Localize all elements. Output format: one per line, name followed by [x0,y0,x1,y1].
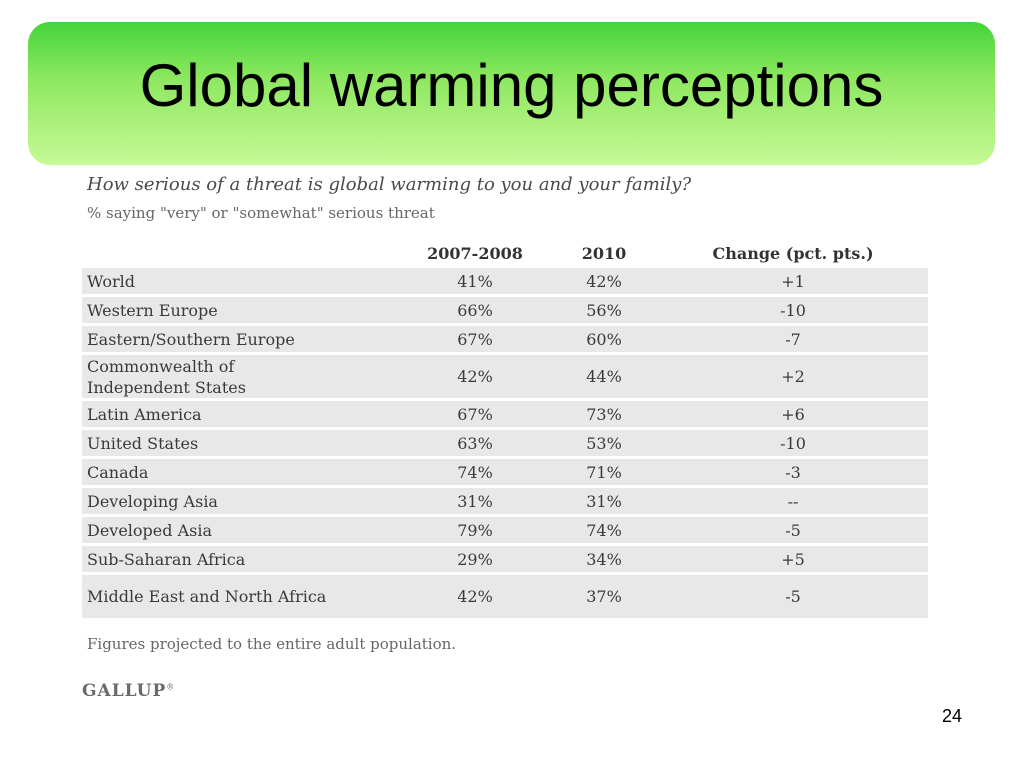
value-2007-2008: 74% [400,459,550,485]
region-cell: Western Europe [82,297,400,323]
region-label: Commonwealth of Independent States [87,356,246,397]
value-2007-2008: 63% [400,430,550,456]
value-change: -3 [658,459,928,485]
region-cell: World [82,268,400,294]
value-change: +2 [658,355,928,398]
value-2010: 42% [550,268,658,294]
header-region [82,241,400,265]
region-cell: Commonwealth of Independent States [82,355,400,398]
table-row: Developed Asia 79% 74% -5 [82,517,928,543]
value-change: +6 [658,401,928,427]
table-header-row: 2007-2008 2010 Change (pct. pts.) [82,241,928,265]
value-change: -5 [658,517,928,543]
value-2010: 31% [550,488,658,514]
region-label: Middle East and North Africa [87,587,327,606]
value-change: -10 [658,430,928,456]
table-row: United States 63% 53% -10 [82,430,928,456]
value-2010: 34% [550,546,658,572]
region-cell: Sub-Saharan Africa [82,546,400,572]
value-2010: 56% [550,297,658,323]
data-table: 2007-2008 2010 Change (pct. pts.) World … [82,238,928,621]
value-2010: 60% [550,326,658,352]
value-2007-2008: 42% [400,355,550,398]
value-change: -10 [658,297,928,323]
value-2007-2008: 67% [400,401,550,427]
value-change: +1 [658,268,928,294]
region-cell: Latin America [82,401,400,427]
table-row: Sub-Saharan Africa 29% 34% +5 [82,546,928,572]
header-2007-2008: 2007-2008 [427,243,523,263]
value-change: -- [658,488,928,514]
region-cell: Canada [82,459,400,485]
gallup-logo: GALLUP® [82,681,176,701]
value-2010: 37% [550,575,658,618]
value-change: -5 [658,575,928,618]
value-2010: 73% [550,401,658,427]
table-row: Commonwealth of Independent States 42% 4… [82,355,928,398]
figure-subtitle: % saying "very" or "somewhat" serious th… [87,204,435,222]
table-row: World 41% 42% +1 [82,268,928,294]
value-2007-2008: 29% [400,546,550,572]
header-2010: 2010 [581,243,627,263]
value-2010: 44% [550,355,658,398]
value-2007-2008: 41% [400,268,550,294]
value-2010: 53% [550,430,658,456]
table-row: Developing Asia 31% 31% -- [82,488,928,514]
table-row: Middle East and North Africa 42% 37% -5 [82,575,928,618]
region-cell: Middle East and North Africa [82,575,400,618]
value-2007-2008: 66% [400,297,550,323]
figure-question: How serious of a threat is global warmin… [87,174,692,195]
value-2007-2008: 31% [400,488,550,514]
table-row: Eastern/Southern Europe 67% 60% -7 [82,326,928,352]
page-number: 24 [941,706,962,726]
header-change: Change (pct. pts.) [712,243,874,263]
gallup-logo-text: GALLUP [82,681,167,701]
table-row: Latin America 67% 73% +6 [82,401,928,427]
region-cell: United States [82,430,400,456]
slide-title: Global warming perceptions [139,52,884,119]
value-2010: 74% [550,517,658,543]
table-row: Canada 74% 71% -3 [82,459,928,485]
figure-footnote: Figures projected to the entire adult po… [87,635,457,653]
value-change: +5 [658,546,928,572]
region-cell: Eastern/Southern Europe [82,326,400,352]
value-2007-2008: 42% [400,575,550,618]
value-2007-2008: 67% [400,326,550,352]
value-change: -7 [658,326,928,352]
value-2007-2008: 79% [400,517,550,543]
region-cell: Developed Asia [82,517,400,543]
gallup-figure: How serious of a threat is global warmin… [82,170,928,701]
region-cell: Developing Asia [82,488,400,514]
title-banner: Global warming perceptions [28,22,995,165]
table-row: Western Europe 66% 56% -10 [82,297,928,323]
value-2010: 71% [550,459,658,485]
